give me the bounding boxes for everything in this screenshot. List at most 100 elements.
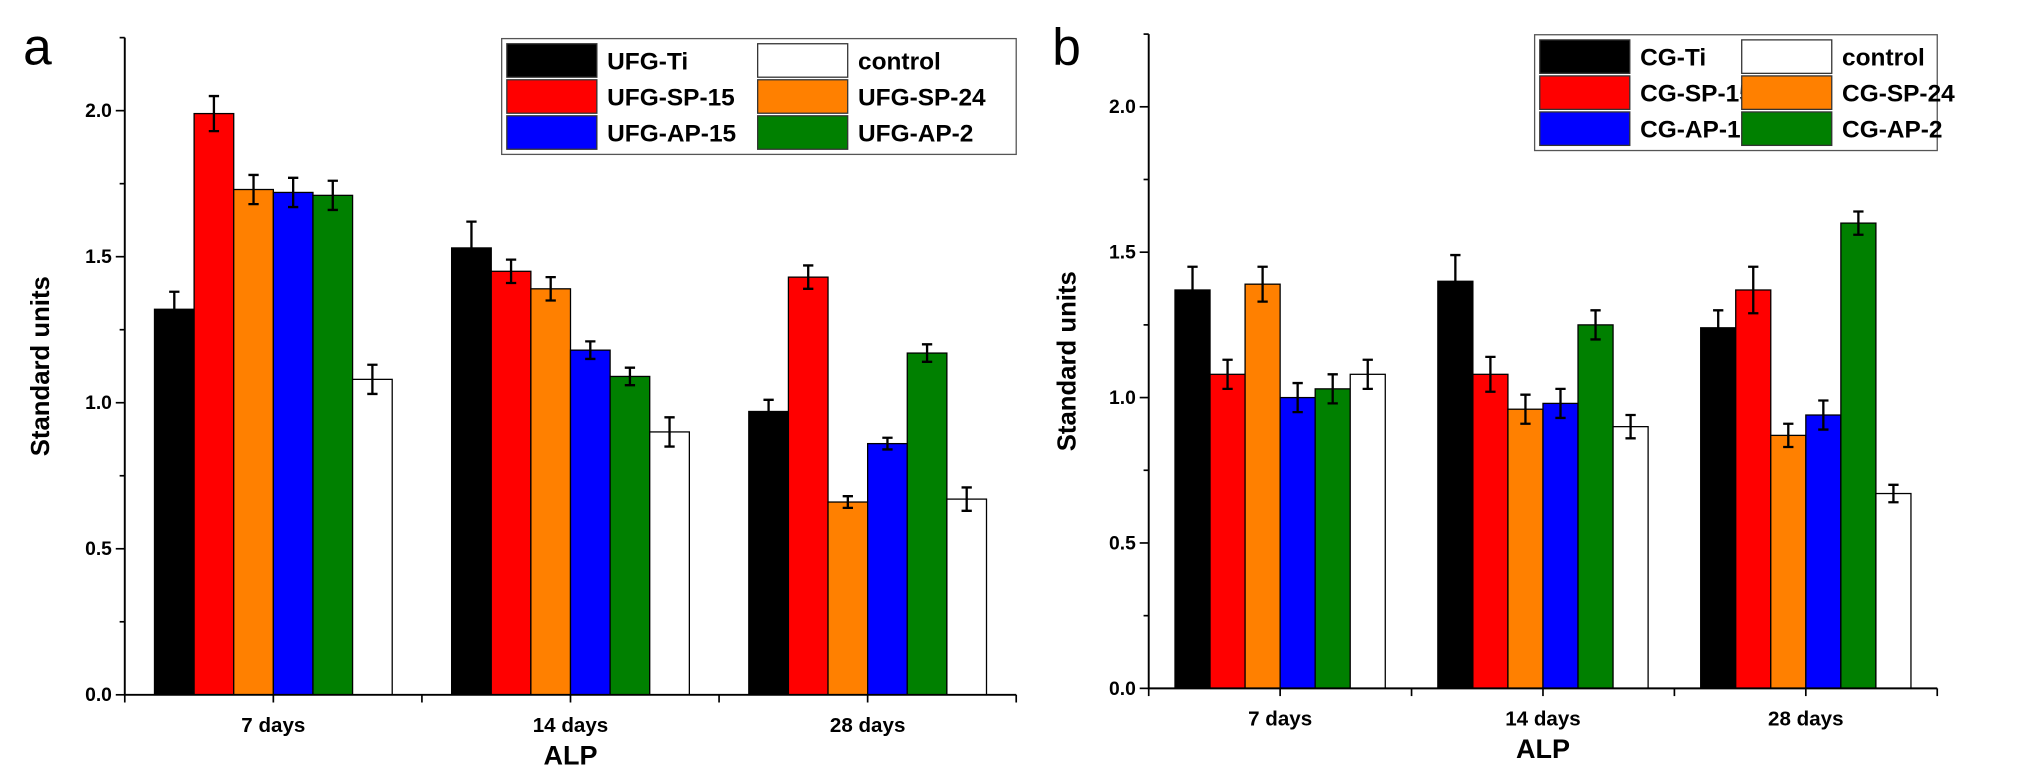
legend-swatch	[1539, 75, 1631, 111]
error-bar	[1187, 265, 1198, 315]
legend-swatch	[757, 43, 849, 78]
y-tick-label: 2.0	[85, 101, 112, 122]
bar-cg-sp-24-1	[1507, 408, 1544, 690]
legend-swatch	[757, 79, 849, 114]
legend-label: UFG-SP-15	[607, 85, 735, 112]
bar-cg-sp-24-0	[1244, 283, 1281, 690]
error-bar	[1748, 265, 1759, 315]
y-tick-label: 1.0	[1109, 388, 1136, 409]
bar-ufg-sp-24-1	[530, 288, 572, 696]
y-tick-label: 1.5	[85, 247, 112, 268]
legend-swatch	[757, 115, 849, 150]
bar-cg-sp-15-0	[1209, 373, 1246, 690]
panel-label: a	[23, 17, 52, 75]
x-tick-label: 28 days	[830, 714, 906, 737]
bar-cg-ap-15-0	[1279, 396, 1316, 690]
error-bar	[327, 179, 338, 212]
error-bar	[1222, 358, 1233, 391]
chart-panel-a: a 0.0 0.5 1.0 1.5 2.0 7 days 14 days 28 days ALP S…	[23, 17, 1018, 770]
x-axis-title: ALP	[543, 740, 597, 770]
bar-ufg-ap-2-1	[609, 375, 651, 696]
bar-cg-sp-24-2	[1770, 434, 1807, 690]
bar-cg-ap-15-2	[1805, 414, 1842, 690]
bar-ufg-sp-15-1	[490, 270, 532, 696]
error-bar	[1888, 483, 1899, 504]
bar-control-0	[1349, 373, 1386, 690]
chart-panel-b: b 0.0 0.5 1.0 1.5 2.0 7 days 14 days 28 days ALP S…	[1052, 17, 1955, 764]
error-bar	[1590, 309, 1601, 341]
y-tick-label: 0.5	[1109, 533, 1136, 554]
bar-ufg-sp-15-2	[787, 276, 829, 696]
legend-label: control	[1842, 45, 1925, 72]
legend-swatch	[506, 79, 598, 114]
bar-cg-sp-15-1	[1472, 373, 1509, 690]
panel-label: b	[1052, 17, 1081, 75]
error-bar	[585, 340, 596, 361]
error-bar	[1292, 381, 1303, 414]
error-bar	[1625, 413, 1636, 440]
legend-label: CG-SP-15	[1640, 81, 1753, 108]
error-bar	[288, 176, 299, 209]
bar-ufg-ti-1	[450, 247, 492, 696]
bar-control-0	[351, 378, 393, 696]
error-bar	[248, 173, 259, 206]
legend-swatch	[1741, 39, 1833, 74]
bar-cg-ap-2-1	[1577, 324, 1614, 690]
y-tick-label: 0.5	[85, 539, 112, 560]
error-bar	[169, 290, 180, 328]
bar-cg-ap-15-1	[1542, 402, 1579, 690]
error-bar	[466, 220, 477, 276]
bar-cg-ap-2-2	[1840, 222, 1877, 690]
bar-control-2	[1875, 492, 1912, 690]
error-bar	[624, 366, 636, 387]
y-axis-title: Standard units	[27, 276, 55, 456]
error-bar	[882, 436, 893, 451]
error-bar	[545, 275, 556, 302]
legend-label: CG-SP-24	[1842, 81, 1955, 108]
bar-cg-ti-2	[1700, 327, 1737, 690]
bar-cg-ti-0	[1174, 289, 1211, 690]
error-bar	[921, 343, 933, 363]
error-bar	[1257, 265, 1268, 303]
error-bar	[1520, 393, 1531, 425]
error-bar	[1818, 399, 1829, 431]
error-bar	[1555, 387, 1566, 420]
error-bar	[763, 398, 774, 425]
x-tick-label: 7 days	[241, 714, 305, 737]
error-bar	[1783, 422, 1794, 449]
bar-control-1	[1612, 426, 1649, 690]
error-bar	[505, 258, 517, 285]
legend-swatch	[1539, 111, 1631, 147]
error-bar	[803, 264, 814, 290]
error-bar	[842, 495, 853, 510]
x-tick-label: 14 days	[1505, 708, 1581, 731]
x-axis-title: ALP	[1516, 734, 1570, 764]
x-tick-label: 28 days	[1768, 708, 1844, 731]
legend-swatch	[506, 43, 598, 78]
legend-swatch	[1741, 75, 1833, 111]
error-bar	[1327, 373, 1338, 405]
error-bar	[367, 363, 378, 396]
bar-ufg-ap-2-2	[906, 352, 948, 696]
error-bar	[1362, 358, 1373, 391]
bar-ufg-ap-15-1	[569, 349, 611, 696]
y-axis-title: Standard units	[1053, 271, 1081, 451]
bar-ufg-ap-15-2	[866, 442, 908, 696]
bar-ufg-sp-24-2	[827, 501, 869, 696]
y-tick-label: 1.5	[1109, 243, 1136, 264]
error-bar	[1853, 210, 1864, 236]
y-tick-label: 1.0	[85, 393, 112, 414]
bar-ufg-ap-15-0	[272, 191, 314, 696]
bar-ufg-ti-2	[748, 410, 790, 696]
bar-ufg-sp-24-0	[233, 188, 274, 696]
error-bar	[961, 486, 972, 512]
bar-ufg-sp-15-0	[193, 112, 235, 696]
legend-swatch	[1741, 111, 1833, 147]
legend-swatch	[506, 115, 598, 150]
y-tick-label: 0.0	[1109, 679, 1136, 700]
legend-swatch	[1539, 39, 1631, 74]
legend-label: CG-AP-15	[1640, 117, 1754, 144]
x-tick-label: 7 days	[1248, 708, 1312, 731]
error-bar	[1713, 309, 1724, 347]
